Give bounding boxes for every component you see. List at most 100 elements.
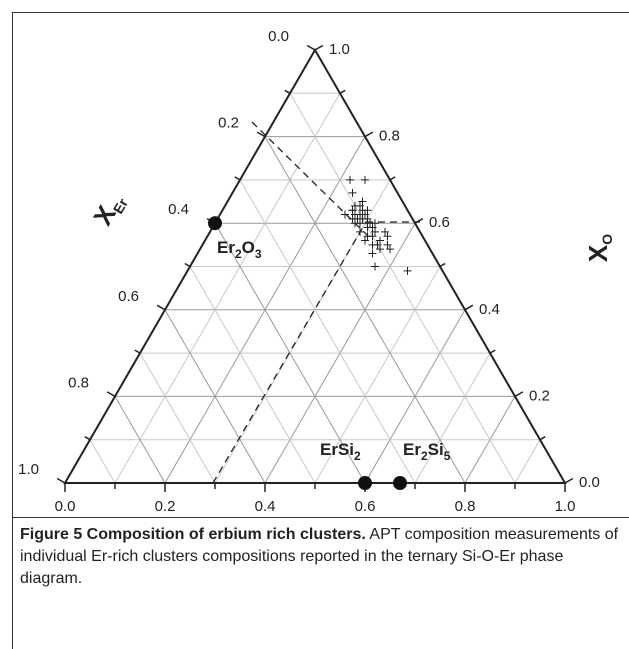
cluster-point [341,210,349,219]
cluster-point [383,240,392,249]
grid-line [139,352,216,484]
tick-mark [439,262,446,268]
cluster-point [363,206,372,215]
cluster-point [361,175,369,184]
phase-label-subscript: 2 [421,449,428,463]
phase-label-subscript: 3 [255,247,262,261]
tick-mark [539,436,546,441]
grid-line [89,439,116,484]
grid-line [314,266,441,484]
caption-label: Figure 5 Composition of erbium rich clus… [20,526,366,543]
tick-label: 0.4 [479,301,500,318]
ternary-chart: 0.0 0.2 0.4 0.6 0.8 1.00.00.20.40.60.81.00.00… [18,28,615,515]
phase-point [393,476,407,490]
tick-label: 0.0 [268,28,289,45]
cluster-point [356,227,364,236]
tick-label: 1.0 [555,498,576,515]
grid-line [114,93,341,484]
tick-label: 0.0 [55,498,76,515]
phase-label-text: Si [428,440,444,459]
cluster-point [368,249,377,258]
tick-label: 0.4 [255,498,276,515]
tick-mark [256,131,266,138]
cluster-point [368,240,377,249]
grid-line [289,93,516,484]
tick-mark [464,304,474,311]
tick-label: 0.2 [218,115,239,132]
tick-label: 0.8 [379,128,400,145]
dashed-line [212,221,367,484]
tick-mark [314,44,324,51]
tick-mark [184,262,191,268]
phase-label-subscript: 5 [444,449,451,463]
tick-label: 0.4 [168,201,189,218]
tick-mark [306,44,316,51]
tick-mark [156,304,166,311]
figure-frame [12,12,629,649]
tick-mark [489,349,496,354]
cluster-point [371,227,379,236]
tick-label: 0.2 [155,498,176,515]
cluster-point [386,245,394,254]
grid-line [214,222,366,484]
cluster-point [356,201,364,210]
tick-mark [134,349,141,354]
cluster-point [346,175,354,184]
cluster-point [403,266,412,275]
grid-line [214,179,391,484]
tick-mark [564,477,574,484]
tick-label: 0.6 [429,214,450,231]
cluster-point [381,227,389,236]
separator [12,517,629,518]
tick-mark [84,436,91,441]
cluster-point [363,214,372,223]
axis-title: XEr [87,187,131,231]
tick-mark [284,89,291,94]
tick-label: 0.8 [455,498,476,515]
phase-label-text: ErSi [320,440,354,459]
cluster-point [371,262,379,271]
tick-label: 0.0 [579,474,600,491]
tick-label: 1.0 [329,41,350,58]
phase-label: Er2O3 [217,239,262,262]
phase-label-text: Er [217,239,235,258]
cluster-point [348,214,357,223]
tick-mark [364,131,374,138]
caption: Figure 5 Composition of erbium rich clus… [20,524,620,590]
phase-label-subscript: 2 [354,449,361,463]
cluster-point [363,223,372,232]
cluster-point [348,206,357,215]
phase-label-subscript: 2 [235,247,242,261]
phase-label: ErSi2 [320,440,361,463]
dashed-line [251,121,369,237]
phase-label-text: Er [403,440,421,459]
grid-line [414,352,491,484]
grid-line [514,439,541,484]
cluster-point [348,188,357,197]
cluster-point [376,236,384,245]
axis-title-symbol: X [583,244,613,262]
tick-mark [339,89,346,94]
tick-label: 0.6 [355,498,376,515]
tick-mark [234,176,241,181]
tick-label: 1.0 [18,461,39,478]
cluster-point [358,197,367,206]
axis-title-subscript: O [599,234,615,245]
tick-mark [389,176,396,181]
cluster-point [371,219,379,228]
grid-line [239,179,416,484]
cluster-point [383,232,392,241]
tick-label: 0.6 [118,288,139,305]
cluster-point [361,236,369,245]
grid-line [264,136,466,484]
tick-mark [514,391,524,398]
phase-label: Er2Si5 [403,440,451,463]
grid-line [164,309,266,484]
axis-title: XO [583,234,615,262]
cluster-point [376,245,384,254]
cluster-point [361,210,369,219]
phase-point [208,216,222,231]
phase-label-text: O [242,239,255,258]
grid-line [189,266,316,484]
